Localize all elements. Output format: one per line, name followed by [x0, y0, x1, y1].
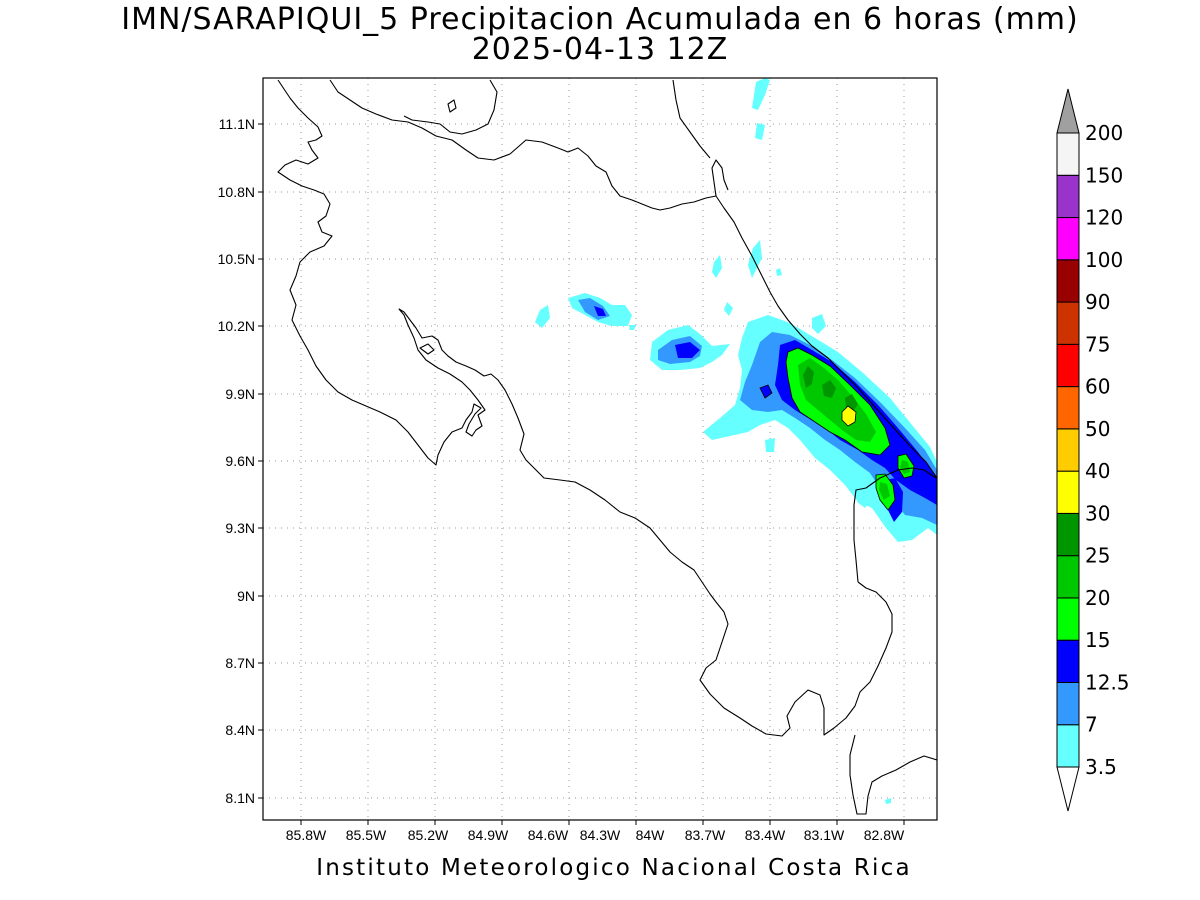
colorbar-label: 40 — [1085, 459, 1110, 483]
x-tick-label: 83.1W — [804, 827, 845, 843]
y-tick-label: 10.8N — [218, 184, 255, 200]
coastlines-and-borders — [277, 79, 937, 815]
colorbar-top-arrow — [1056, 88, 1080, 134]
y-tick-label: 8.1N — [225, 790, 255, 806]
colorbar-swatch — [1056, 343, 1080, 388]
precip-band-30 — [841, 405, 857, 427]
y-tick-label: 8.4N — [225, 722, 255, 738]
colorbar-label: 12.5 — [1085, 670, 1130, 694]
colorbar-label: 90 — [1085, 290, 1110, 314]
y-tick-label: 10.2N — [218, 318, 255, 334]
precip-band-20 — [798, 358, 910, 500]
x-tick-label: 84.9W — [468, 827, 509, 843]
precipitation-field — [535, 78, 937, 804]
colorbar-label: 30 — [1085, 501, 1110, 525]
colorbar-label: 75 — [1085, 332, 1110, 356]
x-tick-label: 85.8W — [286, 827, 327, 843]
map-grid: 85.8W 85.5W 85.2W 84.9W 84.6W 84.3W 84W 83.7W 83… — [218, 78, 937, 843]
map-datetime: 2025-04-13 12Z — [471, 32, 729, 67]
colorbar-swatch — [1056, 428, 1080, 472]
colorbar-swatch — [1056, 217, 1080, 261]
colorbar-swatch — [1056, 639, 1080, 683]
colorbar-label: 15 — [1085, 628, 1110, 652]
colorbar-label: 100 — [1085, 248, 1123, 272]
colorbar-label: 3.5 — [1085, 755, 1117, 779]
x-tick-label: 85.2W — [408, 827, 449, 843]
colorbar-swatch — [1056, 597, 1080, 641]
colorbar-label: 25 — [1085, 544, 1110, 568]
x-tick-label: 84.3W — [580, 827, 621, 843]
colorbar-swatch — [1056, 386, 1080, 430]
x-tick-label: 83.7W — [685, 827, 726, 843]
colorbar-bottom-arrow — [1056, 766, 1080, 812]
colorbar-label: 20 — [1085, 586, 1110, 610]
x-tick-label: 84.6W — [528, 827, 569, 843]
colorbar-label: 50 — [1085, 417, 1110, 441]
colorbar-swatch — [1056, 174, 1080, 219]
colorbar-label: 60 — [1085, 375, 1110, 399]
colorbar-label: 120 — [1085, 206, 1123, 230]
precip-contours — [759, 347, 915, 511]
precipitation-colorbar: 3.5 7 12.5 15 20 25 30 40 50 60 75 90 100 120 150 200 — [1056, 88, 1130, 812]
map-title: IMN/SARAPIQUI_5 Precipitacion Acumulada … — [121, 2, 1079, 37]
x-tick-label: 83.4W — [745, 827, 786, 843]
colorbar-swatch — [1056, 259, 1080, 303]
colorbar-swatch — [1056, 132, 1080, 176]
y-tick-label: 9.6N — [225, 453, 255, 469]
y-tick-label: 8.7N — [225, 655, 255, 671]
colorbar-swatch — [1056, 555, 1080, 599]
colorbar-label: 7 — [1085, 713, 1098, 737]
colorbar-label: 200 — [1085, 121, 1123, 145]
y-tick-label: 10.5N — [218, 251, 255, 267]
y-tick-label: 9N — [237, 588, 255, 604]
y-tick-label: 9.3N — [225, 520, 255, 536]
y-tick-label: 9.9N — [225, 386, 255, 402]
plot-frame — [262, 77, 938, 821]
colorbar-swatch — [1056, 681, 1080, 726]
colorbar-label: 150 — [1085, 163, 1123, 187]
y-tick-label: 11.1N — [219, 116, 255, 132]
x-tick-label: 85.5W — [346, 827, 387, 843]
colorbar-swatch — [1056, 301, 1080, 345]
colorbar-swatch — [1056, 470, 1080, 514]
colorbar-swatch — [1056, 512, 1080, 557]
institution-credit: Instituto Meteorologico Nacional Costa R… — [316, 855, 912, 881]
x-tick-label: 82.8W — [864, 827, 905, 843]
x-tick-label: 84W — [636, 827, 666, 843]
colorbar-swatch — [1056, 724, 1080, 768]
